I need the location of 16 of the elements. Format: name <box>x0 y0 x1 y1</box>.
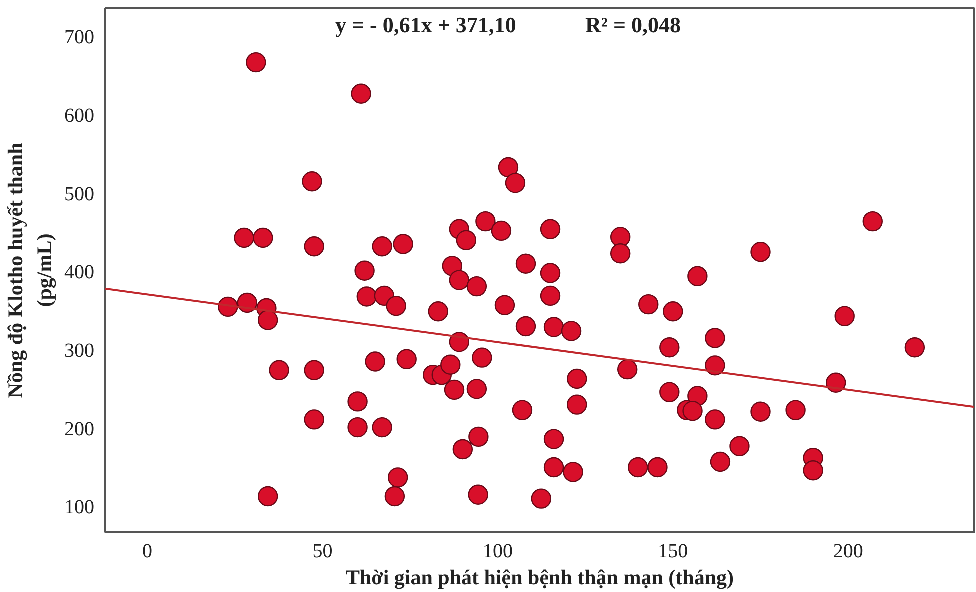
annotation: R² = 0,048 <box>586 12 682 38</box>
y-tick-label: 200 <box>64 418 94 440</box>
x-tick-label: 0 <box>142 540 153 562</box>
y-tick-label: 300 <box>64 340 94 362</box>
y-tick-label: 500 <box>64 183 94 206</box>
y-tick-label: 100 <box>64 496 94 519</box>
x-tick-label: 100 <box>482 540 513 562</box>
annotation: y = - 0,61x + 371,10 <box>336 12 516 38</box>
x-tick-label: 200 <box>833 540 864 562</box>
x-tick-label: 150 <box>658 540 688 562</box>
x-axis-title: Thời gian phát hiện bệnh thận mạn (tháng) <box>346 566 734 590</box>
y-axis-title: Nồng độ Klotho huyết thanh (pg/mL) <box>4 142 56 398</box>
x-tick-label: 50 <box>312 540 333 562</box>
y-tick-label: 400 <box>64 262 94 284</box>
y-tick-label: 700 <box>64 26 94 49</box>
y-tick-label: 600 <box>64 105 94 128</box>
